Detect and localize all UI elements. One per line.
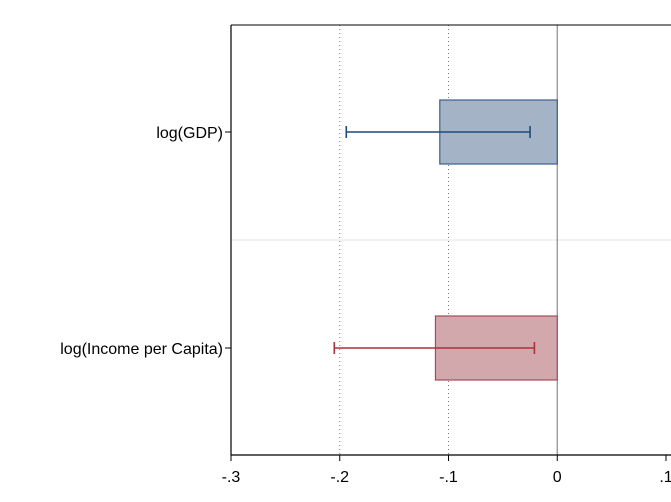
y-category-label-0: log(GDP) — [156, 125, 223, 142]
errorbar-layer — [333, 126, 536, 354]
x-tick-label-0: -.3 — [222, 469, 241, 486]
grid-layer — [231, 25, 671, 455]
label-layer: -.3 -.2 -.1 0 .1 log(GDP) log(Income per Capit… — [60, 125, 671, 486]
x-tick-label-1: -.2 — [330, 469, 349, 486]
x-tick-label-3: 0 — [553, 469, 562, 486]
y-category-label-1: log(Income per Capita) — [60, 341, 223, 358]
x-tick-label-4: .1 — [659, 469, 671, 486]
axis-layer — [225, 24, 671, 461]
x-tick-label-2: -.1 — [439, 469, 458, 486]
